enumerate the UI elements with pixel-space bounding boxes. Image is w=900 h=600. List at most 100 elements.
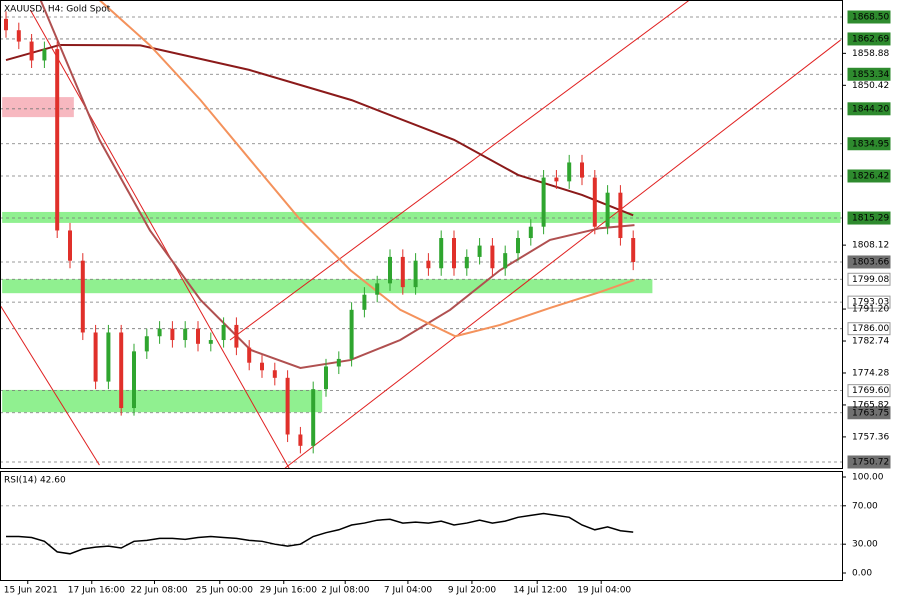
candle-body — [490, 245, 495, 269]
candle-body — [68, 230, 72, 261]
candle-body — [298, 434, 303, 446]
candle-body — [285, 377, 290, 435]
level-label-box — [847, 455, 891, 469]
candle-body — [144, 336, 149, 352]
rsi-line — [6, 512, 634, 555]
candle-body — [42, 49, 47, 61]
level-label: 1844.20 — [852, 104, 889, 114]
candle-body — [618, 192, 623, 239]
level-label-box — [847, 255, 891, 269]
x-tick-label: 14 Jul 12:00 — [513, 586, 567, 596]
candle-body — [400, 256, 405, 288]
candle-body — [554, 177, 559, 182]
level-label-box — [847, 211, 891, 225]
level-label: 1815.29 — [852, 214, 889, 224]
candle-body — [93, 332, 98, 382]
candle-body — [362, 294, 367, 310]
candle-body — [272, 370, 277, 378]
x-tick-label: 7 Jul 04:00 — [384, 586, 433, 596]
level-label: 1834.95 — [852, 139, 889, 149]
y-tick-label: 1858.88 — [852, 49, 889, 59]
candle-body — [541, 177, 546, 227]
zone — [2, 211, 841, 223]
candle-body — [208, 340, 213, 344]
zone — [2, 389, 323, 413]
y-tick-label: 1774.28 — [852, 368, 889, 378]
candle-body — [439, 238, 444, 269]
x-tick-label: 25 Jun 00:00 — [196, 586, 253, 596]
candle-body — [516, 238, 520, 254]
candle-body — [16, 30, 21, 42]
candle-body — [119, 332, 124, 409]
candle-body — [413, 260, 418, 288]
candle-body — [29, 41, 34, 61]
rsi-tick-label: 0.00 — [852, 568, 872, 578]
trendline — [284, 39, 841, 468]
level-label: 1769.60 — [852, 386, 889, 396]
x-tick-label: 22 Jun 08:00 — [130, 586, 187, 596]
candle-body — [464, 256, 469, 269]
y-tick-label: 1850.42 — [852, 81, 889, 91]
candle-body — [234, 324, 239, 348]
level-label: 1862.69 — [852, 34, 889, 44]
candle-body — [631, 238, 636, 262]
chart-title: XAUUSD, H4: Gold Spot — [4, 5, 111, 15]
main-plot — [1, 1, 842, 468]
level-label: 1868.50 — [852, 13, 889, 23]
level-label-box — [847, 406, 891, 420]
level-label-box — [847, 10, 891, 24]
candle-body — [349, 309, 354, 359]
candle-body — [4, 18, 8, 31]
x-tick-label: 2 Jul 08:00 — [321, 586, 370, 596]
candle-body — [426, 260, 431, 269]
trendline — [29, 9, 290, 468]
y-tick-label: 1782.74 — [852, 337, 889, 347]
level-label-box — [847, 102, 891, 116]
level-label: 1763.75 — [852, 408, 889, 418]
level-label: 1750.72 — [852, 457, 889, 467]
x-tick-label: 19 Jul 04:00 — [577, 586, 631, 596]
candle-body — [336, 358, 341, 367]
level-label: 1799.08 — [852, 275, 889, 285]
candle-body — [183, 328, 188, 341]
level-label-box — [847, 32, 891, 46]
level-label: 1793.03 — [852, 298, 889, 308]
candle-body — [592, 177, 597, 227]
candle-body — [106, 332, 111, 382]
trendline — [1, 305, 100, 466]
level-label-box — [847, 137, 891, 151]
level-label: 1786.00 — [852, 324, 889, 334]
candle-body — [528, 226, 533, 239]
candle-body — [55, 49, 60, 231]
y-tick-label: 1757.36 — [852, 432, 889, 442]
rsi-plot — [1, 505, 842, 555]
candle-body — [452, 238, 456, 269]
zone — [2, 97, 74, 118]
level-label: 1853.34 — [852, 70, 889, 80]
axes: 1868.50 1862.69 1853.34 1844.20 1834.95 1826.… — [4, 10, 891, 596]
candle-body — [170, 328, 175, 341]
rsi-tick-label: 30.00 — [852, 540, 878, 550]
candle-body — [580, 162, 584, 178]
candle-body — [247, 347, 252, 363]
moving-average — [39, 1, 635, 370]
level-label-box — [847, 67, 891, 81]
level-label: 1826.42 — [852, 171, 889, 181]
candle-body — [605, 192, 610, 227]
moving-average — [5, 43, 634, 217]
y-tick-label: 1808.12 — [852, 241, 889, 251]
rsi-tick-label: 100.00 — [852, 472, 884, 482]
level-label-box — [847, 169, 891, 183]
candle-body — [157, 328, 162, 337]
candle-body — [503, 253, 508, 269]
candle-body — [477, 245, 482, 257]
candle-body — [221, 324, 226, 341]
candle-body — [311, 389, 316, 446]
candle-body — [132, 351, 136, 409]
trendline — [229, 1, 690, 341]
candle-body — [80, 260, 85, 333]
x-tick-label: 29 Jun 16:00 — [260, 586, 317, 596]
level-label: 1803.66 — [852, 257, 889, 267]
x-tick-label: 15 Jun 2021 — [4, 586, 58, 596]
zone — [2, 279, 653, 294]
